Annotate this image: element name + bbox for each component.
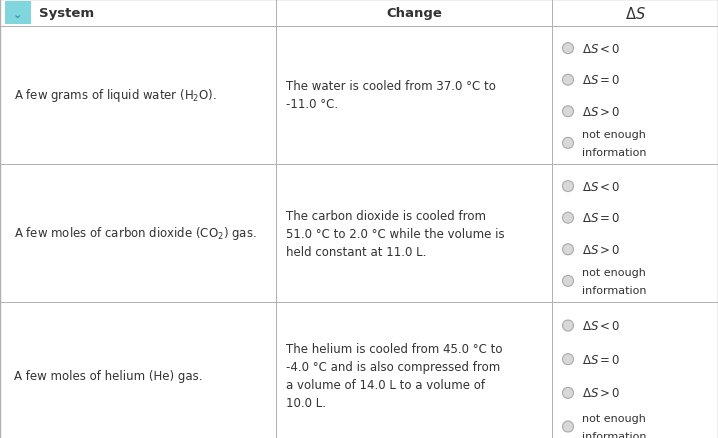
Circle shape: [562, 106, 574, 117]
Text: information: information: [582, 148, 646, 158]
Text: The water is cooled from 37.0 °C to
-11.0 °C.: The water is cooled from 37.0 °C to -11.…: [286, 80, 496, 111]
Text: $\Delta S = 0$: $\Delta S = 0$: [582, 353, 620, 366]
Text: $\Delta S$: $\Delta S$: [625, 6, 645, 21]
Bar: [552, 27, 718, 165]
Text: information: information: [582, 431, 646, 438]
Bar: [552, 302, 718, 438]
Text: information: information: [582, 285, 646, 295]
Circle shape: [562, 388, 574, 399]
Bar: [0, 165, 276, 302]
Text: $\Delta S < 0$: $\Delta S < 0$: [582, 180, 620, 193]
Bar: [0, 302, 276, 438]
Circle shape: [562, 138, 574, 149]
Bar: [0, 0, 276, 27]
Text: not enough: not enough: [582, 130, 646, 140]
Text: ⌄: ⌄: [14, 10, 23, 19]
Circle shape: [562, 421, 574, 432]
Text: not enough: not enough: [582, 267, 646, 277]
Text: $\Delta S > 0$: $\Delta S > 0$: [582, 106, 620, 119]
Circle shape: [562, 43, 574, 54]
Bar: [276, 165, 552, 302]
Circle shape: [562, 213, 574, 224]
Bar: [0, 27, 276, 165]
Text: The carbon dioxide is cooled from
51.0 °C to 2.0 °C while the volume is
held con: The carbon dioxide is cooled from 51.0 °…: [286, 209, 505, 258]
Text: System: System: [39, 7, 94, 20]
Text: $\Delta S < 0$: $\Delta S < 0$: [582, 42, 620, 56]
Circle shape: [562, 181, 574, 192]
Bar: [5, 2, 31, 25]
Text: A few moles of helium (He) gas.: A few moles of helium (He) gas.: [14, 369, 202, 382]
Circle shape: [562, 244, 574, 255]
Text: $\Delta S = 0$: $\Delta S = 0$: [582, 74, 620, 87]
Circle shape: [562, 320, 574, 331]
Bar: [276, 0, 552, 27]
Circle shape: [562, 276, 574, 287]
Text: not enough: not enough: [582, 413, 646, 423]
Text: A few moles of carbon dioxide (CO$_2$) gas.: A few moles of carbon dioxide (CO$_2$) g…: [14, 225, 257, 242]
Text: Change: Change: [386, 7, 442, 20]
Text: $\Delta S > 0$: $\Delta S > 0$: [582, 386, 620, 399]
Circle shape: [562, 75, 574, 86]
Bar: [276, 27, 552, 165]
Text: A few grams of liquid water (H$_2$O).: A few grams of liquid water (H$_2$O).: [14, 87, 217, 104]
Text: $\Delta S > 0$: $\Delta S > 0$: [582, 243, 620, 256]
Text: $\Delta S < 0$: $\Delta S < 0$: [582, 319, 620, 332]
Circle shape: [562, 354, 574, 365]
Bar: [552, 165, 718, 302]
Bar: [552, 0, 718, 27]
Text: The helium is cooled from 45.0 °C to
-4.0 °C and is also compressed from
a volum: The helium is cooled from 45.0 °C to -4.…: [286, 342, 503, 409]
Text: $\Delta S = 0$: $\Delta S = 0$: [582, 212, 620, 225]
Bar: [276, 302, 552, 438]
